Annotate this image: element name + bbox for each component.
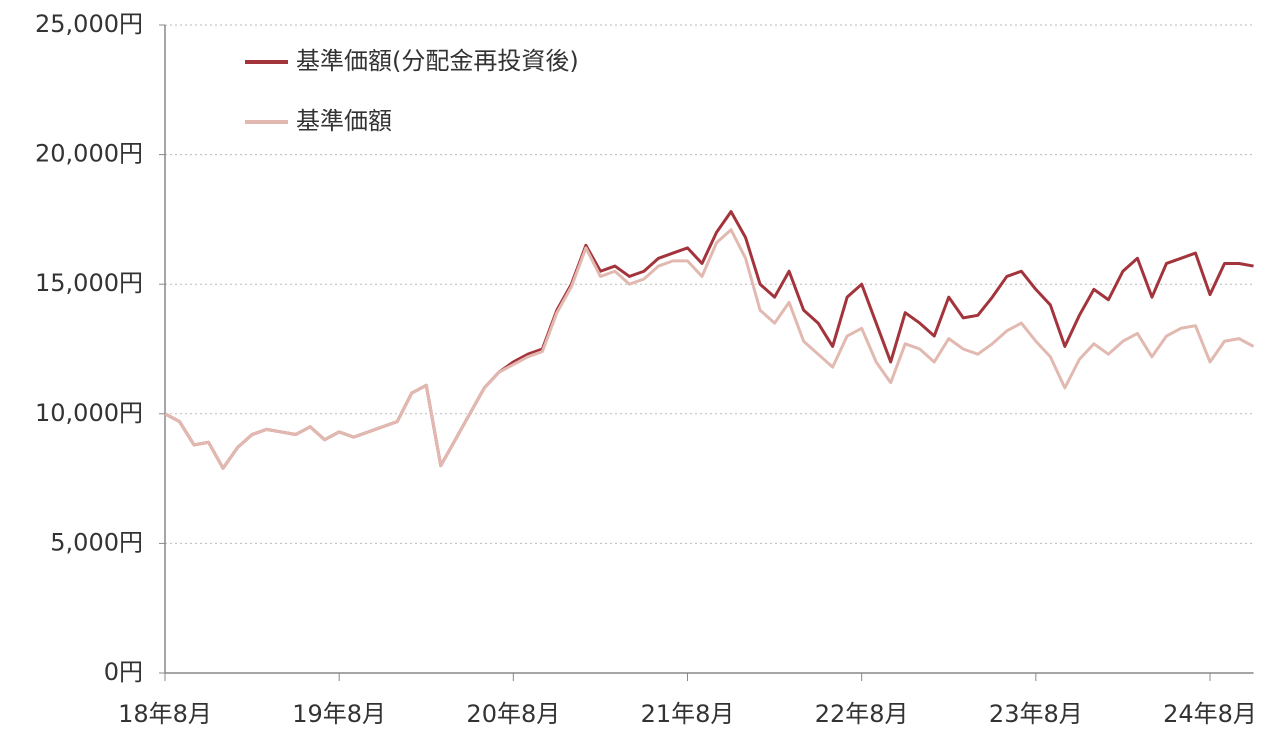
y-tick-label: 15,000円 [35,269,143,297]
x-tick-label: 22年8月 [815,700,909,728]
y-tick-label: 10,000円 [35,399,143,427]
legend-label: 基準価額(分配金再投資後) [296,47,579,75]
series-line [164,228,1255,470]
x-tick-label: 24年8月 [1163,700,1257,728]
x-tick-label: 19年8月 [292,700,386,728]
series-line [164,210,1254,470]
x-tick-label: 20年8月 [466,700,560,728]
x-tick-label: 18年8月 [118,700,212,728]
y-tick-label: 20,000円 [35,140,143,168]
legend-label: 基準価額 [296,107,392,135]
y-tick-label: 25,000円 [35,10,143,38]
y-tick-label: 0円 [104,658,143,686]
y-tick-label: 5,000円 [50,528,143,556]
x-tick-label: 23年8月 [989,700,1083,728]
x-tick-label: 21年8月 [641,700,735,728]
